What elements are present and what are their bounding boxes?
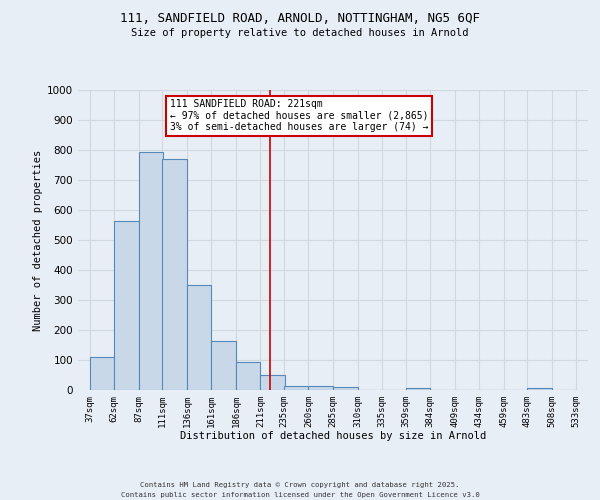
Bar	[406, 388, 430, 390]
Bar	[333, 387, 358, 390]
Y-axis label: Number of detached properties: Number of detached properties	[33, 150, 43, 330]
Bar	[139, 152, 163, 390]
Bar	[114, 220, 139, 390]
X-axis label: Distribution of detached houses by size in Arnold: Distribution of detached houses by size …	[180, 432, 486, 442]
Text: Size of property relative to detached houses in Arnold: Size of property relative to detached ho…	[131, 28, 469, 38]
Bar	[284, 386, 308, 390]
Text: 111, SANDFIELD ROAD, ARNOLD, NOTTINGHAM, NG5 6QF: 111, SANDFIELD ROAD, ARNOLD, NOTTINGHAM,…	[120, 12, 480, 26]
Text: Contains public sector information licensed under the Open Government Licence v3: Contains public sector information licen…	[121, 492, 479, 498]
Bar	[527, 388, 552, 390]
Bar	[260, 375, 285, 390]
Text: Contains HM Land Registry data © Crown copyright and database right 2025.: Contains HM Land Registry data © Crown c…	[140, 482, 460, 488]
Bar	[236, 362, 260, 390]
Bar	[90, 357, 114, 390]
Bar	[211, 340, 236, 390]
Text: 111 SANDFIELD ROAD: 221sqm
← 97% of detached houses are smaller (2,865)
3% of se: 111 SANDFIELD ROAD: 221sqm ← 97% of deta…	[170, 99, 428, 132]
Bar	[163, 159, 187, 390]
Bar	[187, 285, 211, 390]
Bar	[308, 386, 333, 390]
